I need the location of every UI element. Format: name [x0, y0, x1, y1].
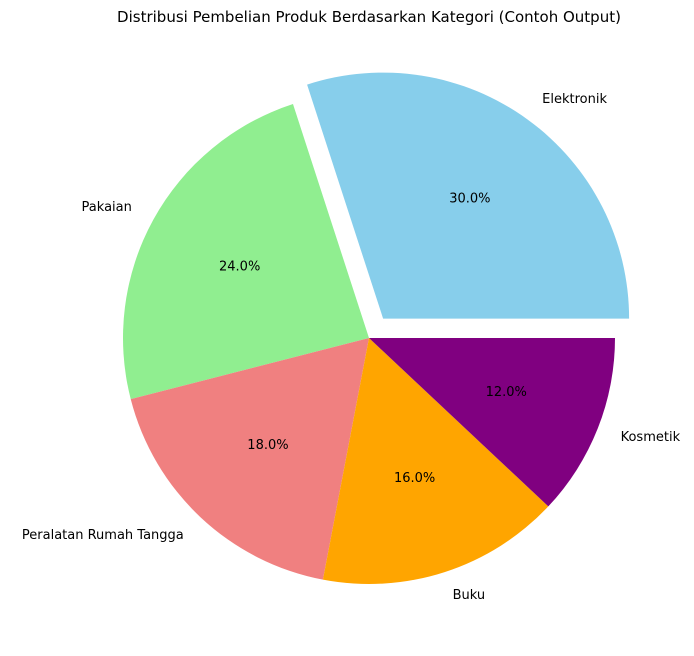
slice-percent-label: 12.0% [486, 385, 527, 400]
slice-percent-label: 30.0% [449, 192, 490, 207]
slice-label: Pakaian [82, 200, 132, 215]
pie-slice-peralatan-rumah-tangga [130, 338, 369, 580]
pie-labels: Elektronik 30.0% Pakaian 24.0% Peralatan Rum… [22, 92, 681, 603]
pie-slices [122, 72, 630, 584]
chart-title: Distribusi Pembelian Produk Berdasarkan … [117, 8, 621, 26]
slice-percent-label: 18.0% [247, 438, 288, 453]
slice-label: Peralatan Rumah Tangga [22, 528, 184, 543]
pie-slice-pakaian [122, 104, 369, 400]
pie-slice-buku [322, 338, 549, 584]
slice-label: Kosmetik [621, 430, 681, 445]
slice-label: Elektronik [542, 92, 607, 107]
slice-percent-label: 16.0% [394, 471, 435, 486]
pie-slice-kosmetik [369, 338, 615, 507]
pie-slice-elektronik [307, 72, 630, 319]
slice-label: Buku [453, 588, 486, 603]
slice-percent-label: 24.0% [219, 259, 260, 274]
